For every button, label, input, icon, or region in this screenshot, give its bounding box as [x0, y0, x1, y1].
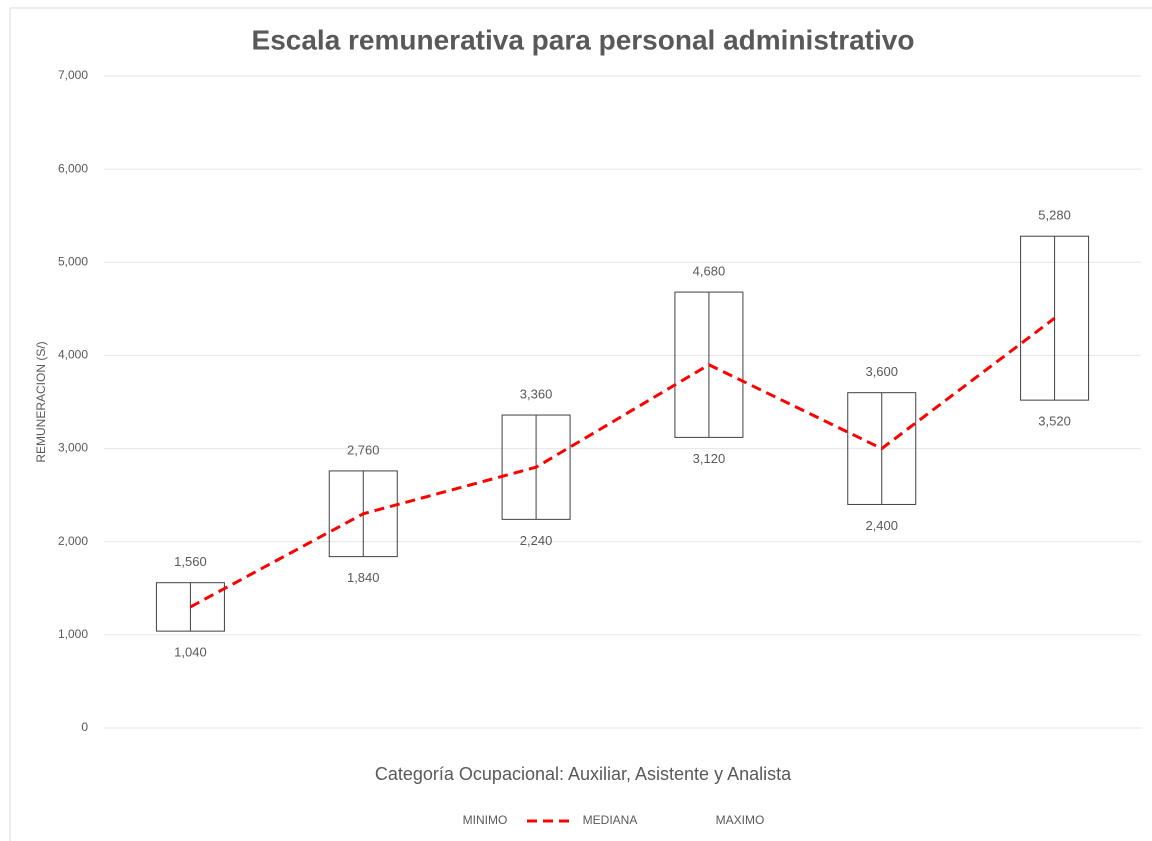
y-tick-label: 3,000	[58, 441, 88, 455]
y-tick-label: 5,000	[58, 254, 88, 268]
data-label: 3,600	[865, 364, 898, 379]
data-label: 4,680	[693, 264, 726, 279]
legend-label: MEDIANA	[583, 813, 638, 827]
y-axis-title: REMUNERACION (S/)	[34, 341, 48, 462]
y-tick-label: 4,000	[58, 348, 88, 362]
legend-label: MINIMO	[463, 813, 508, 827]
y-tick-label: 6,000	[58, 161, 88, 175]
y-tick-label: 0	[81, 720, 88, 734]
median-line	[189, 316, 1056, 609]
data-label: 1,040	[174, 645, 207, 660]
data-label: 2,760	[347, 442, 380, 457]
y-tick-label: 2,000	[58, 534, 88, 548]
y-tick-label: 1,000	[58, 627, 88, 641]
data-label: 2,240	[520, 533, 553, 548]
data-label: 3,120	[693, 451, 726, 466]
chart-title: Escala remunerativa para personal admini…	[252, 24, 915, 55]
data-label: 3,360	[520, 386, 553, 401]
data-label: 2,400	[865, 518, 898, 533]
data-label: 1,840	[347, 570, 380, 585]
legend-label: MAXIMO	[716, 813, 765, 827]
x-axis-title: Categoría Ocupacional: Auxiliar, Asisten…	[375, 764, 792, 784]
data-label: 5,280	[1038, 208, 1071, 223]
data-label: 1,560	[174, 554, 207, 569]
data-label: 3,520	[1038, 414, 1071, 429]
y-tick-label: 7,000	[58, 68, 88, 82]
